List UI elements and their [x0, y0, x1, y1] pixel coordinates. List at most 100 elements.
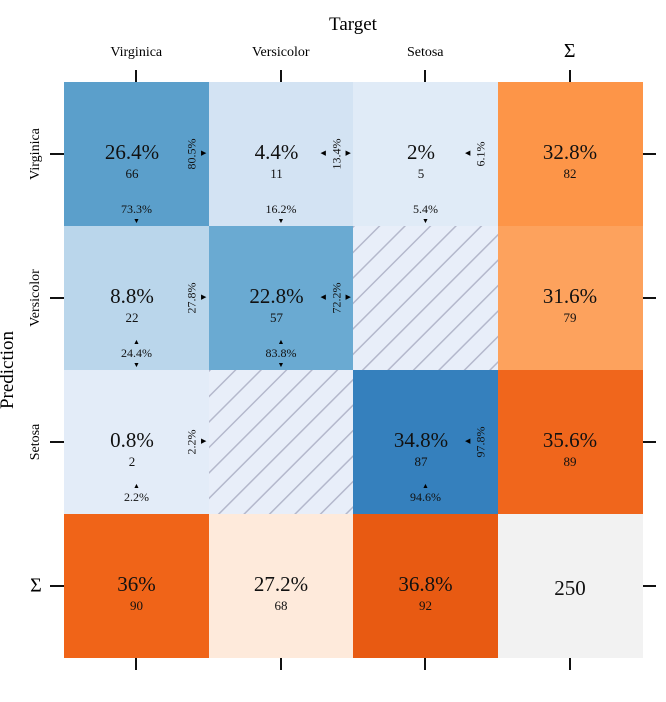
- cell-percentage: 4.4%: [254, 140, 299, 164]
- y-tick-right: [642, 153, 656, 155]
- cell-percentage: 8.8%: [110, 284, 154, 308]
- row-percentage: 27.8%: [184, 282, 199, 314]
- row-percentage: 13.4%: [329, 138, 343, 170]
- cell-percentage: 36.8%: [398, 572, 453, 596]
- arrow-down-icon: ▼: [422, 217, 429, 225]
- arrow-left-icon: ◀: [320, 293, 326, 301]
- cell-count: 79: [563, 310, 577, 325]
- x-tick-label: Σ: [563, 40, 576, 62]
- cell-count: 57: [270, 310, 283, 325]
- x-tick-top: [568, 70, 571, 82]
- y-tick-right: [642, 297, 656, 299]
- row-percentage: 72.2%: [329, 282, 343, 314]
- matrix-cell: 27.2% 68: [208, 514, 354, 658]
- x-tick-label: Versicolor: [251, 45, 310, 60]
- cell-count: 66: [125, 166, 139, 181]
- cell-percentage: 31.6%: [542, 284, 598, 308]
- x-tick-bottom: [279, 658, 282, 670]
- arrow-right-icon: ▶: [345, 149, 351, 157]
- cell-percentage: 32.8%: [542, 140, 598, 164]
- matrix-cell: 8.8% 22 27.8% ▶ 24.4% ▼ ▲: [64, 226, 209, 370]
- arrow-up-icon: ▲: [133, 482, 140, 490]
- arrow-left-icon: ◀: [465, 437, 471, 445]
- matrix-cell: 36% 90: [64, 514, 209, 658]
- row-percentage: 80.5%: [184, 138, 199, 170]
- cell-percentage: 26.4%: [104, 140, 160, 164]
- column-percentage: 94.6%: [410, 490, 441, 504]
- cell-count: 87: [414, 454, 428, 469]
- matrix-cell: 250: [497, 514, 643, 658]
- y-tick-left: [50, 585, 64, 587]
- x-tick-label: Virginica: [110, 45, 163, 60]
- column-percentage: 73.3%: [121, 202, 152, 216]
- y-tick-label: Virginica: [28, 128, 43, 180]
- x-tick-top: [135, 70, 138, 82]
- x-tick-label: Setosa: [406, 45, 444, 60]
- x-tick-bottom: [135, 658, 138, 670]
- arrow-left-icon: ◀: [320, 149, 326, 157]
- row-percentage: 2.2%: [184, 429, 199, 455]
- matrix-cell: 31.6% 79: [497, 226, 643, 370]
- row-percentage: 6.1%: [473, 141, 488, 167]
- cell-count: 2: [128, 454, 136, 469]
- arrow-down-icon: ▼: [133, 361, 140, 369]
- cell-percentage: 22.8%: [249, 284, 304, 308]
- cell-count: 5: [417, 166, 425, 181]
- empty-hatched-cell: [353, 226, 498, 370]
- matrix-cell: 26.4% 66 80.5% ▶ 73.3% ▼: [64, 82, 209, 226]
- row-percentage: 97.8%: [473, 426, 488, 458]
- matrix-cell: 34.8% 87 97.8% ◀ 94.6% ▲: [353, 370, 498, 514]
- cell-count: 11: [270, 166, 283, 181]
- matrix-cell: 32.8% 82: [497, 82, 643, 226]
- matrix-cell: 36.8% 92: [353, 514, 498, 658]
- y-tick-label: Σ: [30, 574, 42, 597]
- arrow-down-icon: ▼: [133, 217, 140, 225]
- x-tick-bottom: [568, 658, 571, 670]
- x-tick-bottom: [424, 658, 427, 670]
- arrow-up-icon: ▲: [422, 482, 429, 490]
- column-percentage: 24.4%: [121, 346, 152, 360]
- column-percentage: 16.2%: [265, 202, 297, 216]
- column-percentage: 83.8%: [265, 346, 297, 360]
- arrow-up-icon: ▲: [133, 338, 140, 346]
- cell-percentage: 27.2%: [253, 572, 309, 596]
- y-tick-label: Versicolor: [28, 269, 43, 327]
- cell-count: 90: [130, 598, 143, 613]
- empty-hatched-cell: [208, 370, 354, 514]
- cell-percentage: 34.8%: [393, 428, 449, 452]
- matrix-cell: 4.4% 11 13.4% ▶ ◀ 16.2% ▼: [208, 82, 354, 226]
- y-tick-left: [50, 153, 64, 155]
- column-percentage: 2.2%: [124, 490, 149, 504]
- x-axis-title: Target: [329, 14, 377, 35]
- total-count: 250: [554, 576, 586, 600]
- cell-count: 68: [274, 598, 288, 613]
- arrow-down-icon: ▼: [277, 361, 285, 369]
- matrix-cell: 0.8% 2 2.2% ▶ 2.2% ▲: [64, 370, 209, 514]
- arrow-up-icon: ▲: [277, 338, 285, 346]
- arrow-down-icon: ▼: [277, 217, 285, 225]
- matrix-cell: 35.6% 89: [497, 370, 643, 514]
- cell-count: 89: [563, 454, 577, 469]
- cell-percentage: 36%: [117, 572, 156, 596]
- cell-percentage: 0.8%: [110, 428, 154, 452]
- cell-count: 92: [419, 598, 432, 613]
- arrow-left-icon: ◀: [465, 149, 471, 157]
- matrix-cell: 2% 5 6.1% ◀ 5.4% ▼: [353, 82, 498, 226]
- y-tick-left: [50, 297, 64, 299]
- arrow-right-icon: ▶: [201, 437, 207, 445]
- y-axis-title: Prediction: [0, 330, 18, 410]
- y-tick-left: [50, 441, 64, 443]
- cell-percentage: 35.6%: [542, 428, 598, 452]
- y-tick-label: Setosa: [28, 423, 43, 461]
- arrow-right-icon: ▶: [201, 293, 207, 301]
- x-tick-top: [424, 70, 427, 82]
- column-percentage: 5.4%: [413, 202, 438, 216]
- cell-count: 22: [125, 310, 139, 325]
- x-tick-top: [279, 70, 282, 82]
- arrow-right-icon: ▶: [201, 149, 207, 157]
- y-tick-right: [642, 441, 656, 443]
- cell-percentage: 2%: [407, 140, 435, 164]
- cell-count: 82: [563, 166, 577, 181]
- matrix-cell: 22.8% 57 72.2% ▶ ◀ 83.8% ▼ ▲: [208, 226, 354, 370]
